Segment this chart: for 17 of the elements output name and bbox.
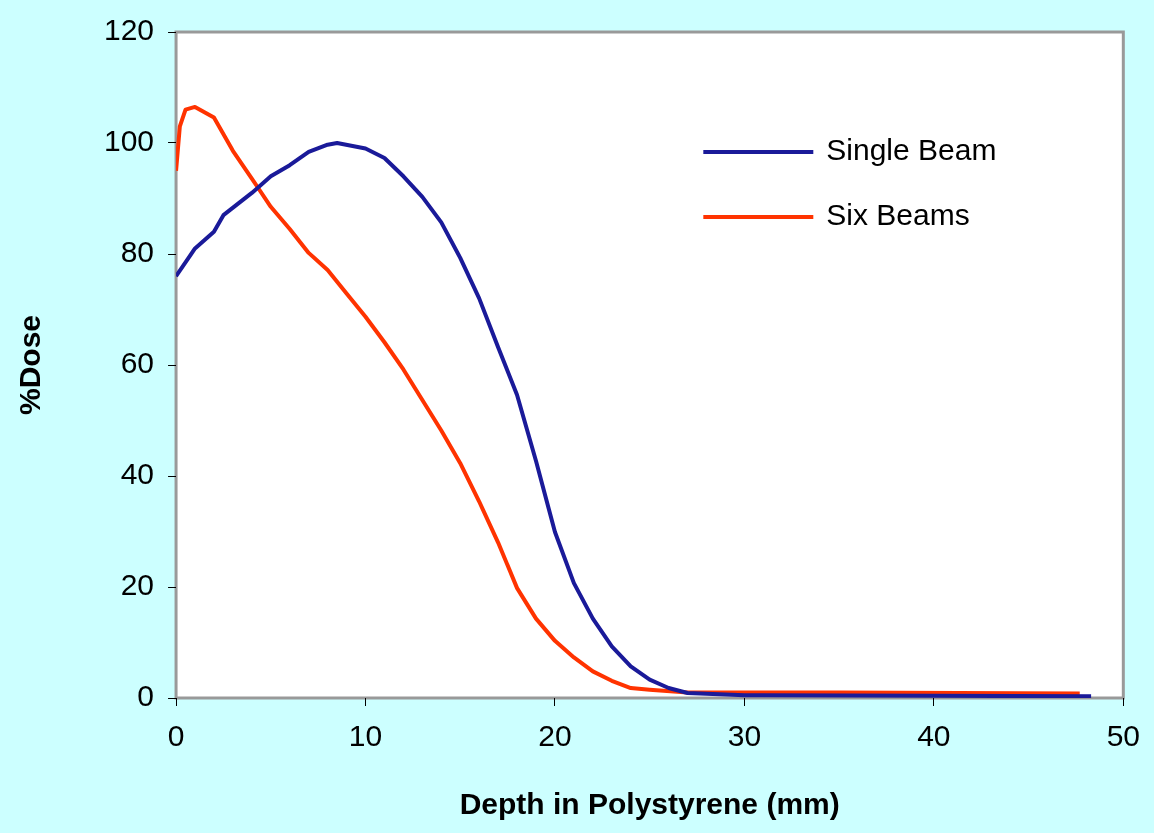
x-tick-label: 10 bbox=[348, 719, 383, 753]
x-tick-label: 40 bbox=[917, 719, 951, 753]
y-tick-label: 60 bbox=[120, 346, 155, 380]
y-tick-label: 40 bbox=[120, 457, 155, 491]
y-tick-label: 100 bbox=[103, 124, 155, 158]
y-tick-label: 80 bbox=[120, 235, 155, 269]
x-tick-label: 30 bbox=[727, 719, 762, 753]
x-tick-label: 20 bbox=[538, 719, 572, 753]
y-tick-label: 20 bbox=[120, 568, 155, 602]
x-tick-label: 0 bbox=[167, 719, 185, 753]
y-tick-label: 120 bbox=[103, 13, 155, 47]
legend-label: Single Beam bbox=[826, 133, 997, 167]
x-axis-title: Depth in Polystyrene (mm) bbox=[459, 787, 840, 821]
x-tick-label: 50 bbox=[1106, 719, 1140, 753]
y-axis-title: %Dose bbox=[13, 314, 47, 416]
y-tick-label: 0 bbox=[137, 679, 155, 713]
legend-label: Six Beams bbox=[826, 198, 970, 232]
